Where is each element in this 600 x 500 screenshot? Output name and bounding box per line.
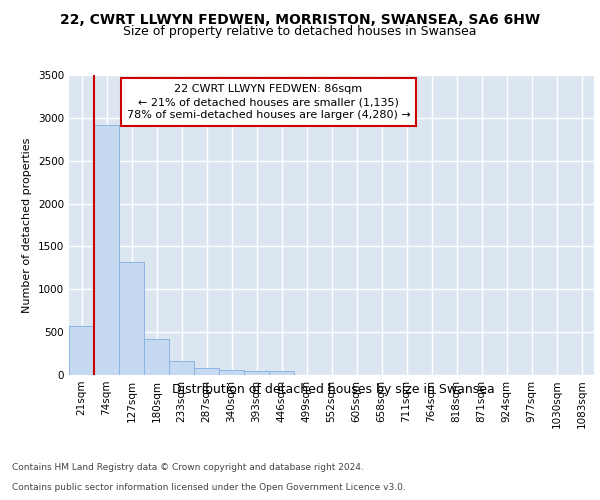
Text: Distribution of detached houses by size in Swansea: Distribution of detached houses by size … [172, 382, 494, 396]
Text: Contains public sector information licensed under the Open Government Licence v3: Contains public sector information licen… [12, 484, 406, 492]
Bar [94, 124, 119, 375]
Bar [219, 370, 244, 375]
Bar [269, 372, 294, 375]
Text: Size of property relative to detached houses in Swansea: Size of property relative to detached ho… [123, 25, 477, 38]
Bar [69, 326, 94, 375]
Y-axis label: Number of detached properties: Number of detached properties [22, 138, 32, 312]
Text: 22, CWRT LLWYN FEDWEN, MORRISTON, SWANSEA, SA6 6HW: 22, CWRT LLWYN FEDWEN, MORRISTON, SWANSE… [60, 12, 540, 26]
Bar [244, 371, 269, 375]
Bar [169, 362, 194, 375]
Bar [194, 368, 219, 375]
Bar [119, 262, 144, 375]
Text: 22 CWRT LLWYN FEDWEN: 86sqm
← 21% of detached houses are smaller (1,135)
78% of : 22 CWRT LLWYN FEDWEN: 86sqm ← 21% of det… [127, 84, 410, 120]
Bar [144, 340, 169, 375]
Text: Contains HM Land Registry data © Crown copyright and database right 2024.: Contains HM Land Registry data © Crown c… [12, 464, 364, 472]
